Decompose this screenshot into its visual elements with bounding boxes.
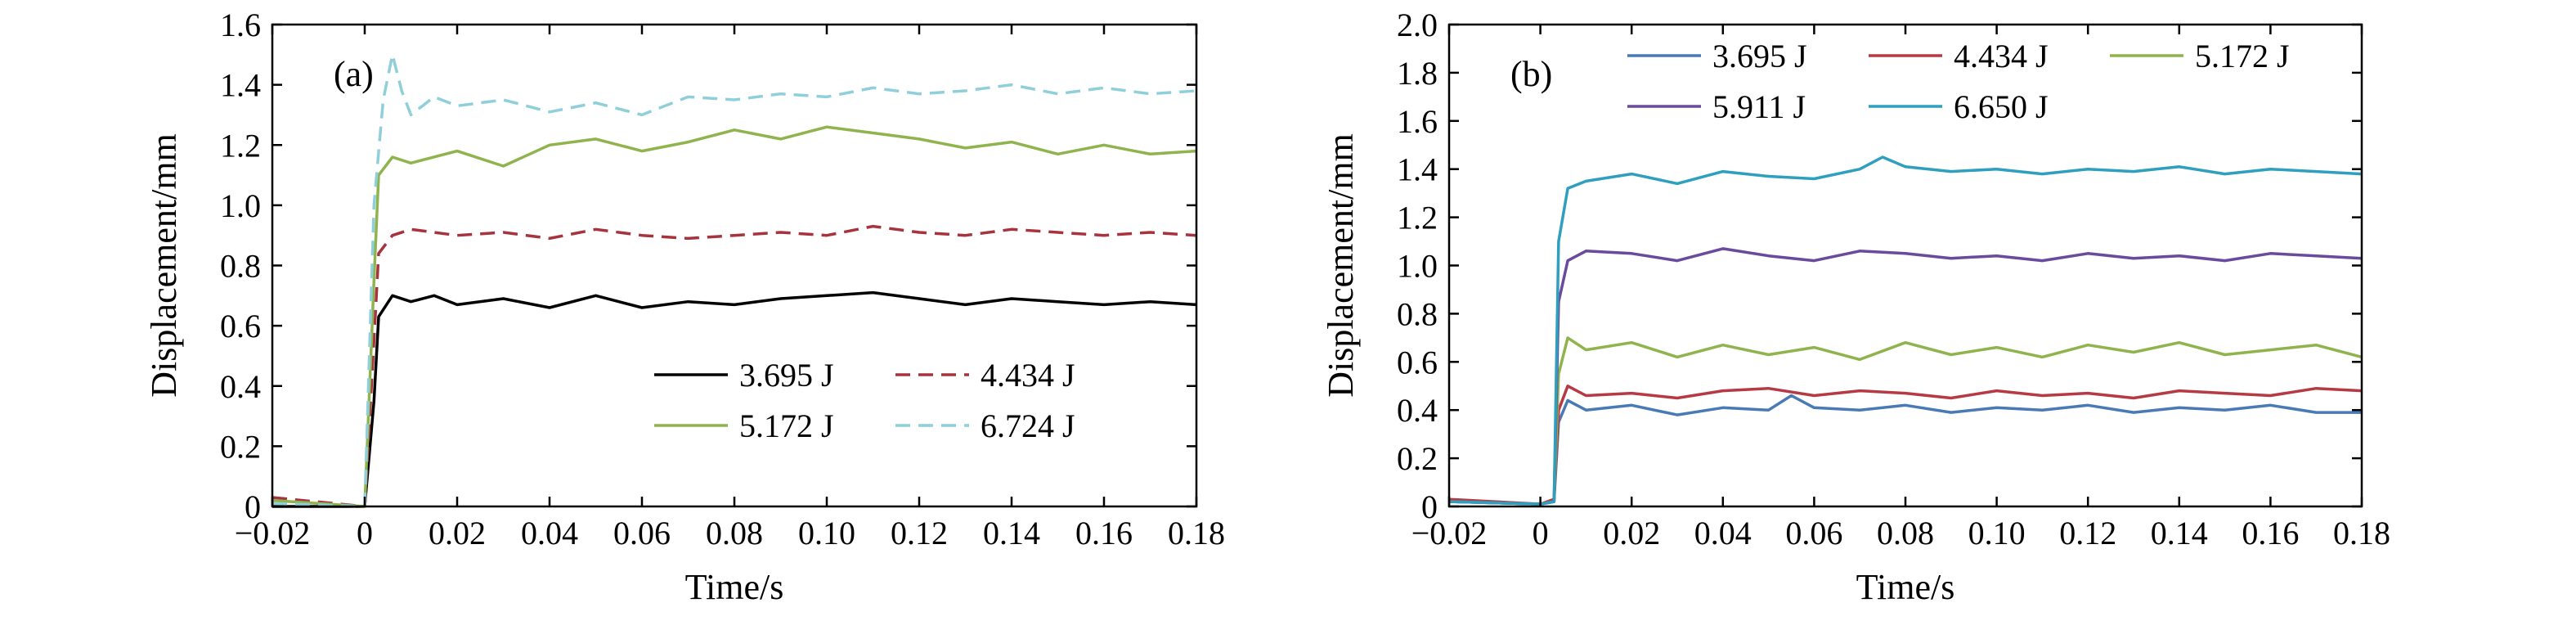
y-tick-label: 1.0 [1397, 248, 1438, 285]
x-tick-label: 0.14 [983, 515, 1040, 551]
panel-label: (b) [1510, 54, 1552, 94]
y-tick-label: 1.6 [220, 7, 261, 43]
x-tick-label: 0.02 [429, 515, 486, 551]
y-tick-label: 0.4 [220, 368, 261, 405]
y-tick-label: 0 [1421, 488, 1438, 525]
panel-label: (a) [334, 54, 374, 94]
y-tick-label: 0.4 [1397, 392, 1438, 429]
y-tick-label: 0.2 [1397, 440, 1438, 477]
legend-label-2: 4.434 J [981, 357, 1075, 394]
x-tick-label: 0.18 [2333, 515, 2390, 551]
legend-label-2: 4.434 J [1954, 38, 2049, 74]
y-tick-label: 1.8 [1397, 55, 1438, 92]
x-tick-label: 0.10 [798, 515, 855, 551]
panel-b: −0.02 0 0.02 0.04 0.06 0.08 0.10 0.12 0.14 0.16 0.… [1321, 7, 2390, 607]
y-tick-label: 0.6 [1397, 344, 1438, 380]
series-line-1 [272, 290, 1197, 508]
y-tick-label: 1.2 [1397, 200, 1438, 236]
legend-label-5: 6.650 J [1954, 88, 2049, 125]
y-tick-label: 2.0 [1397, 7, 1438, 43]
x-axis-title: Time/s [685, 567, 784, 607]
y-tick-label: 1.0 [220, 187, 261, 224]
x-tick-label: 0 [357, 515, 373, 551]
x-tick-label: 0.12 [2059, 515, 2116, 551]
series-line-2 [272, 224, 1197, 508]
series-line-3 [1448, 336, 2363, 506]
y-tick-label: 0.8 [220, 248, 261, 285]
x-tick-label: 0.08 [706, 515, 763, 551]
y-tick-label: 0.6 [220, 308, 261, 344]
x-tick-label: 0.02 [1603, 515, 1660, 551]
x-tick-label: 0.06 [1785, 515, 1842, 551]
x-tick-label: −0.02 [1411, 515, 1488, 551]
x-tick-label: 0.12 [891, 515, 948, 551]
plot-frame [1447, 23, 2363, 508]
series-line-5 [1448, 155, 2363, 506]
y-tick-label: 1.4 [220, 67, 261, 104]
x-axis-title: Time/s [1856, 567, 1955, 607]
x-tick-label: 0.10 [1968, 515, 2026, 551]
x-tick-label: 0.16 [1075, 515, 1133, 551]
y-tick-label: 1.4 [1397, 151, 1438, 188]
x-tick-label: 0.16 [2242, 515, 2299, 551]
legend-label-3: 5.172 J [739, 407, 834, 444]
series-line-1 [1448, 394, 2362, 506]
series-line-4 [1448, 247, 2363, 506]
x-tick-label: 0.04 [521, 515, 578, 551]
y-tick-label: 0 [245, 488, 261, 525]
series-line-4 [272, 53, 1197, 508]
series-group [1448, 155, 2363, 506]
panel-a: −0.02 0 0.02 0.04 0.06 0.08 0.10 0.12 0.14 0.16 0.… [144, 7, 1225, 607]
y-tick-label: 1.2 [220, 127, 261, 164]
y-axis-title: Displacement/mm [144, 133, 184, 398]
legend-label-1: 3.695 J [1712, 38, 1807, 74]
x-tick-label: 0 [1533, 515, 1549, 551]
y-tick-label: 0.2 [220, 428, 261, 465]
y-tick-label: 1.6 [1397, 103, 1438, 140]
y-tick-label: 0.8 [1397, 295, 1438, 332]
legend: 3.695 J 4.434 J 5.172 J 6.724 J [654, 357, 1075, 444]
legend-label-3: 5.172 J [2195, 38, 2290, 74]
series-line-2 [1448, 385, 2363, 506]
x-tick-label: 0.14 [2151, 515, 2208, 551]
x-tick-label: −0.02 [235, 515, 311, 551]
legend-label-4: 5.911 J [1712, 88, 1806, 125]
legend-label-1: 3.695 J [739, 357, 834, 394]
legend-label-4: 6.724 J [981, 407, 1075, 444]
x-tick-label: 0.04 [1694, 515, 1752, 551]
series-line-3 [272, 125, 1197, 508]
x-tick-label: 0.06 [613, 515, 671, 551]
y-axis-title: Displacement/mm [1321, 133, 1361, 398]
series-group [272, 53, 1197, 508]
legend: 3.695 J 4.434 J 5.172 J 5.911 J 6.650 J [1627, 38, 2290, 125]
x-tick-label: 0.08 [1877, 515, 1934, 551]
x-tick-label: 0.18 [1168, 515, 1225, 551]
